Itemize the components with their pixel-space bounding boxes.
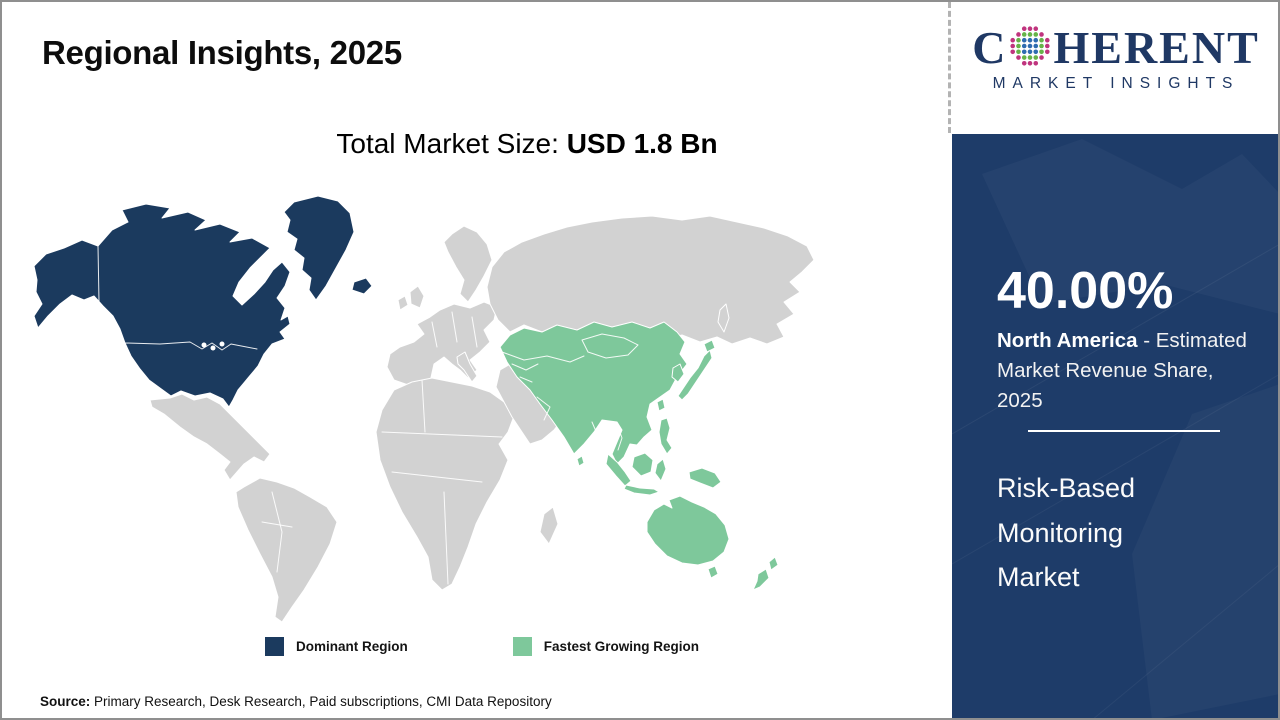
region-philippines	[658, 417, 673, 455]
total-market-size-label: Total Market Size:	[336, 128, 559, 159]
region-greenland	[283, 195, 355, 301]
brand-wordmark: C HERENT	[958, 24, 1274, 71]
great-lake	[219, 341, 225, 347]
region-asia-mainland	[499, 321, 688, 465]
market-share-description: North America - Estimated Market Revenue…	[997, 326, 1257, 416]
country-borders	[97, 245, 639, 585]
region-madagascar	[539, 506, 559, 545]
region-sulawesi	[654, 458, 667, 482]
market-share-value: 40.00%	[997, 262, 1174, 320]
region-italy	[456, 351, 478, 383]
globe-outer-dots	[1010, 26, 1051, 66]
region-japan	[677, 349, 713, 401]
legend-swatch-fastest-growing	[512, 637, 532, 656]
world-map-svg	[33, 195, 815, 623]
globe-middle-dots	[1016, 32, 1045, 60]
region-sri-lanka	[576, 455, 585, 467]
region-mexico-central-america	[149, 393, 271, 481]
map-legend: Dominant Region Fastest Growing Region	[32, 637, 932, 656]
regions-dominant	[33, 195, 373, 408]
region-new-zealand-south	[752, 568, 770, 591]
market-name: Risk-Based Monitoring Market	[997, 473, 1136, 593]
region-north-america	[33, 203, 291, 408]
brand-prefix: C	[972, 22, 1008, 73]
region-sumatra	[605, 453, 632, 487]
region-sakhalin	[717, 303, 730, 333]
brand-subtitle: MARKET INSIGHTS	[992, 75, 1240, 92]
source-label: Source:	[40, 694, 91, 709]
region-russia-north-asia	[486, 215, 815, 345]
regions-fastest-growing	[499, 321, 779, 591]
region-korea	[671, 363, 685, 383]
legend-label-fastest-growing: Fastest Growing Region	[543, 639, 699, 654]
sidebar-divider	[1027, 430, 1220, 433]
legend-item-fastest-growing: Fastest Growing Region	[512, 637, 699, 656]
market-share-region: North America	[997, 329, 1138, 353]
sidebar-content: 40.00% North America - Estimated Market …	[952, 260, 1278, 600]
total-market-size: Total Market Size: USD 1.8 Bn	[47, 128, 1007, 160]
region-africa	[375, 377, 515, 591]
region-new-guinea	[688, 467, 722, 489]
region-new-zealand-north	[768, 556, 779, 571]
regions-other	[149, 215, 815, 623]
source-note: Source: Primary Research, Desk Research,…	[40, 694, 552, 709]
brand-suffix: HERENT	[1053, 22, 1260, 73]
brand-logo: C HERENT MARKET INSIG	[958, 24, 1274, 93]
sidebar: 40.00% North America - Estimated Market …	[952, 134, 1278, 718]
page-title: Regional Insights, 2025	[42, 34, 402, 71]
region-java	[623, 484, 660, 496]
dotted-globe-icon	[1010, 26, 1051, 66]
region-europe-mainland	[386, 301, 498, 388]
header-dashed-divider	[948, 2, 951, 133]
region-australia	[646, 495, 730, 566]
legend-swatch-dominant	[264, 637, 284, 656]
legend-item-dominant: Dominant Region	[264, 637, 408, 656]
region-taiwan	[656, 398, 666, 412]
market-share-desc-text: - Estimated Market Revenue Share, 2025	[997, 329, 1247, 413]
region-iceland	[351, 277, 373, 295]
source-text: Primary Research, Desk Research, Paid su…	[94, 694, 552, 709]
region-borneo	[631, 452, 654, 477]
region-tasmania	[707, 565, 719, 579]
total-market-size-value: USD 1.8 Bn	[566, 128, 718, 159]
great-lake	[210, 345, 216, 351]
region-ireland	[397, 295, 409, 311]
great-lake	[201, 342, 207, 348]
region-south-america	[235, 477, 338, 623]
globe-inner-dots	[1022, 37, 1039, 55]
region-hokkaido	[703, 339, 716, 353]
region-uk	[409, 285, 425, 309]
legend-label-dominant: Dominant Region	[295, 639, 408, 654]
world-map	[32, 192, 932, 627]
region-scandinavia	[443, 225, 493, 303]
